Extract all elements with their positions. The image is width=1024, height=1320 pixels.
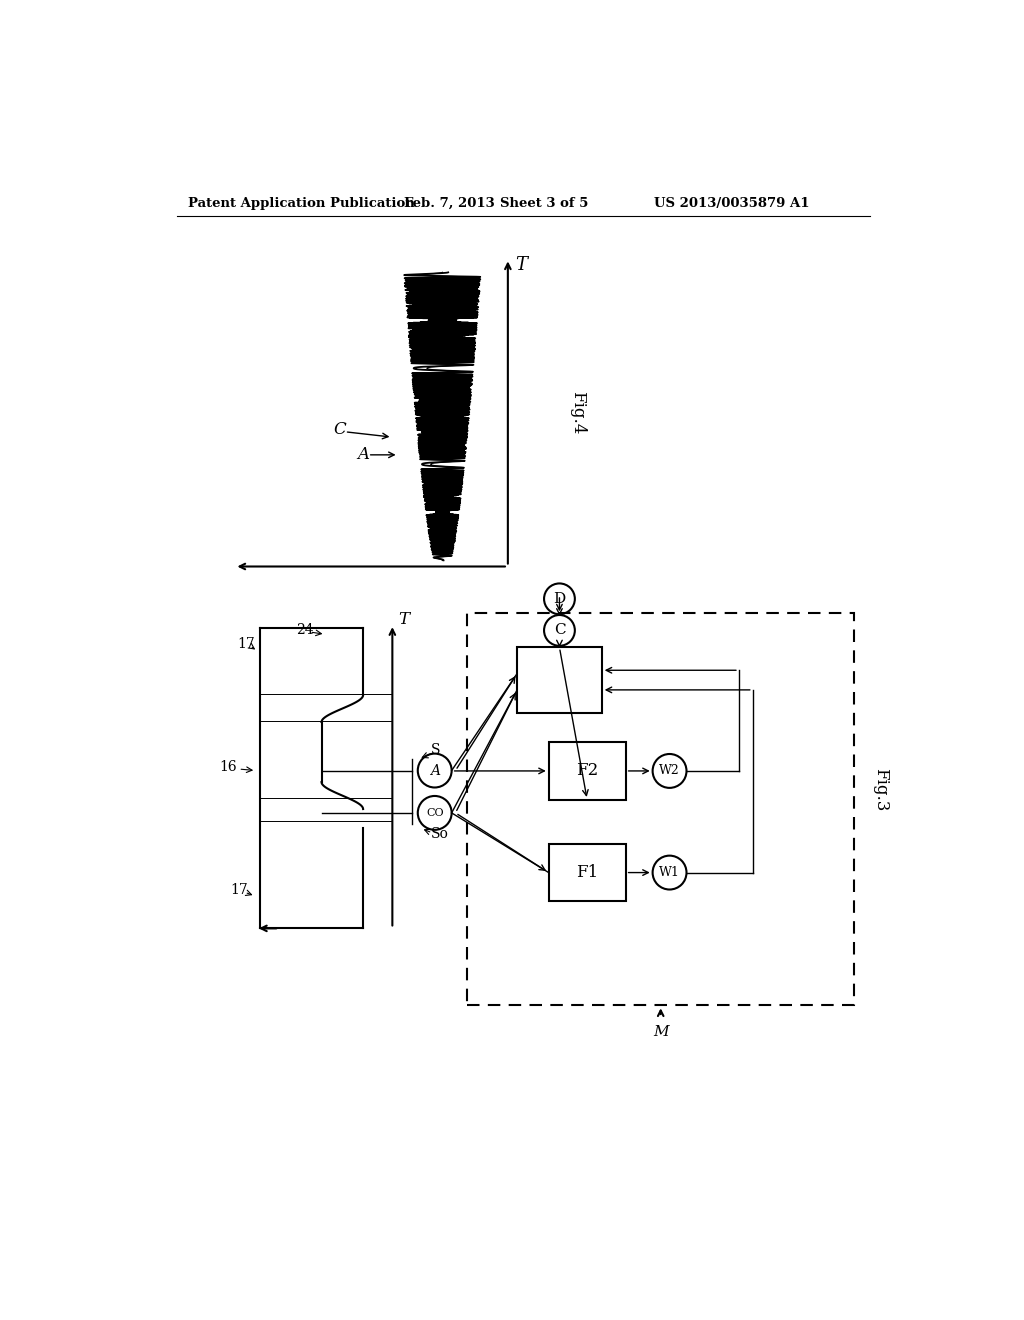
Text: C: C [554, 623, 565, 638]
Text: T: T [515, 256, 527, 273]
Text: US 2013/0035879 A1: US 2013/0035879 A1 [654, 197, 810, 210]
Text: 16: 16 [219, 760, 237, 774]
Text: 17: 17 [230, 883, 249, 896]
Text: F1: F1 [577, 865, 598, 880]
Text: M: M [653, 1024, 669, 1039]
Text: C: C [333, 421, 346, 438]
Text: Fig.4: Fig.4 [569, 391, 587, 434]
Text: S: S [431, 743, 440, 756]
Text: T: T [398, 611, 410, 628]
Text: Feb. 7, 2013: Feb. 7, 2013 [403, 197, 495, 210]
Text: 17: 17 [237, 636, 255, 651]
Text: CO: CO [426, 808, 443, 818]
Text: W2: W2 [659, 764, 680, 777]
Text: 24: 24 [296, 623, 313, 638]
Text: D: D [553, 591, 565, 606]
Bar [517, 647, 602, 713]
Text: Fig.3: Fig.3 [872, 768, 889, 812]
Bar [467, 612, 854, 1006]
Text: A: A [357, 446, 370, 463]
Text: F2: F2 [577, 763, 598, 779]
Text: So: So [431, 828, 449, 841]
Text: Patent Application Publication: Patent Application Publication [188, 197, 415, 210]
Text: W1: W1 [659, 866, 680, 879]
Text: A: A [430, 763, 439, 777]
Bar [549, 843, 626, 902]
Text: Sheet 3 of 5: Sheet 3 of 5 [500, 197, 589, 210]
Bar [549, 742, 626, 800]
